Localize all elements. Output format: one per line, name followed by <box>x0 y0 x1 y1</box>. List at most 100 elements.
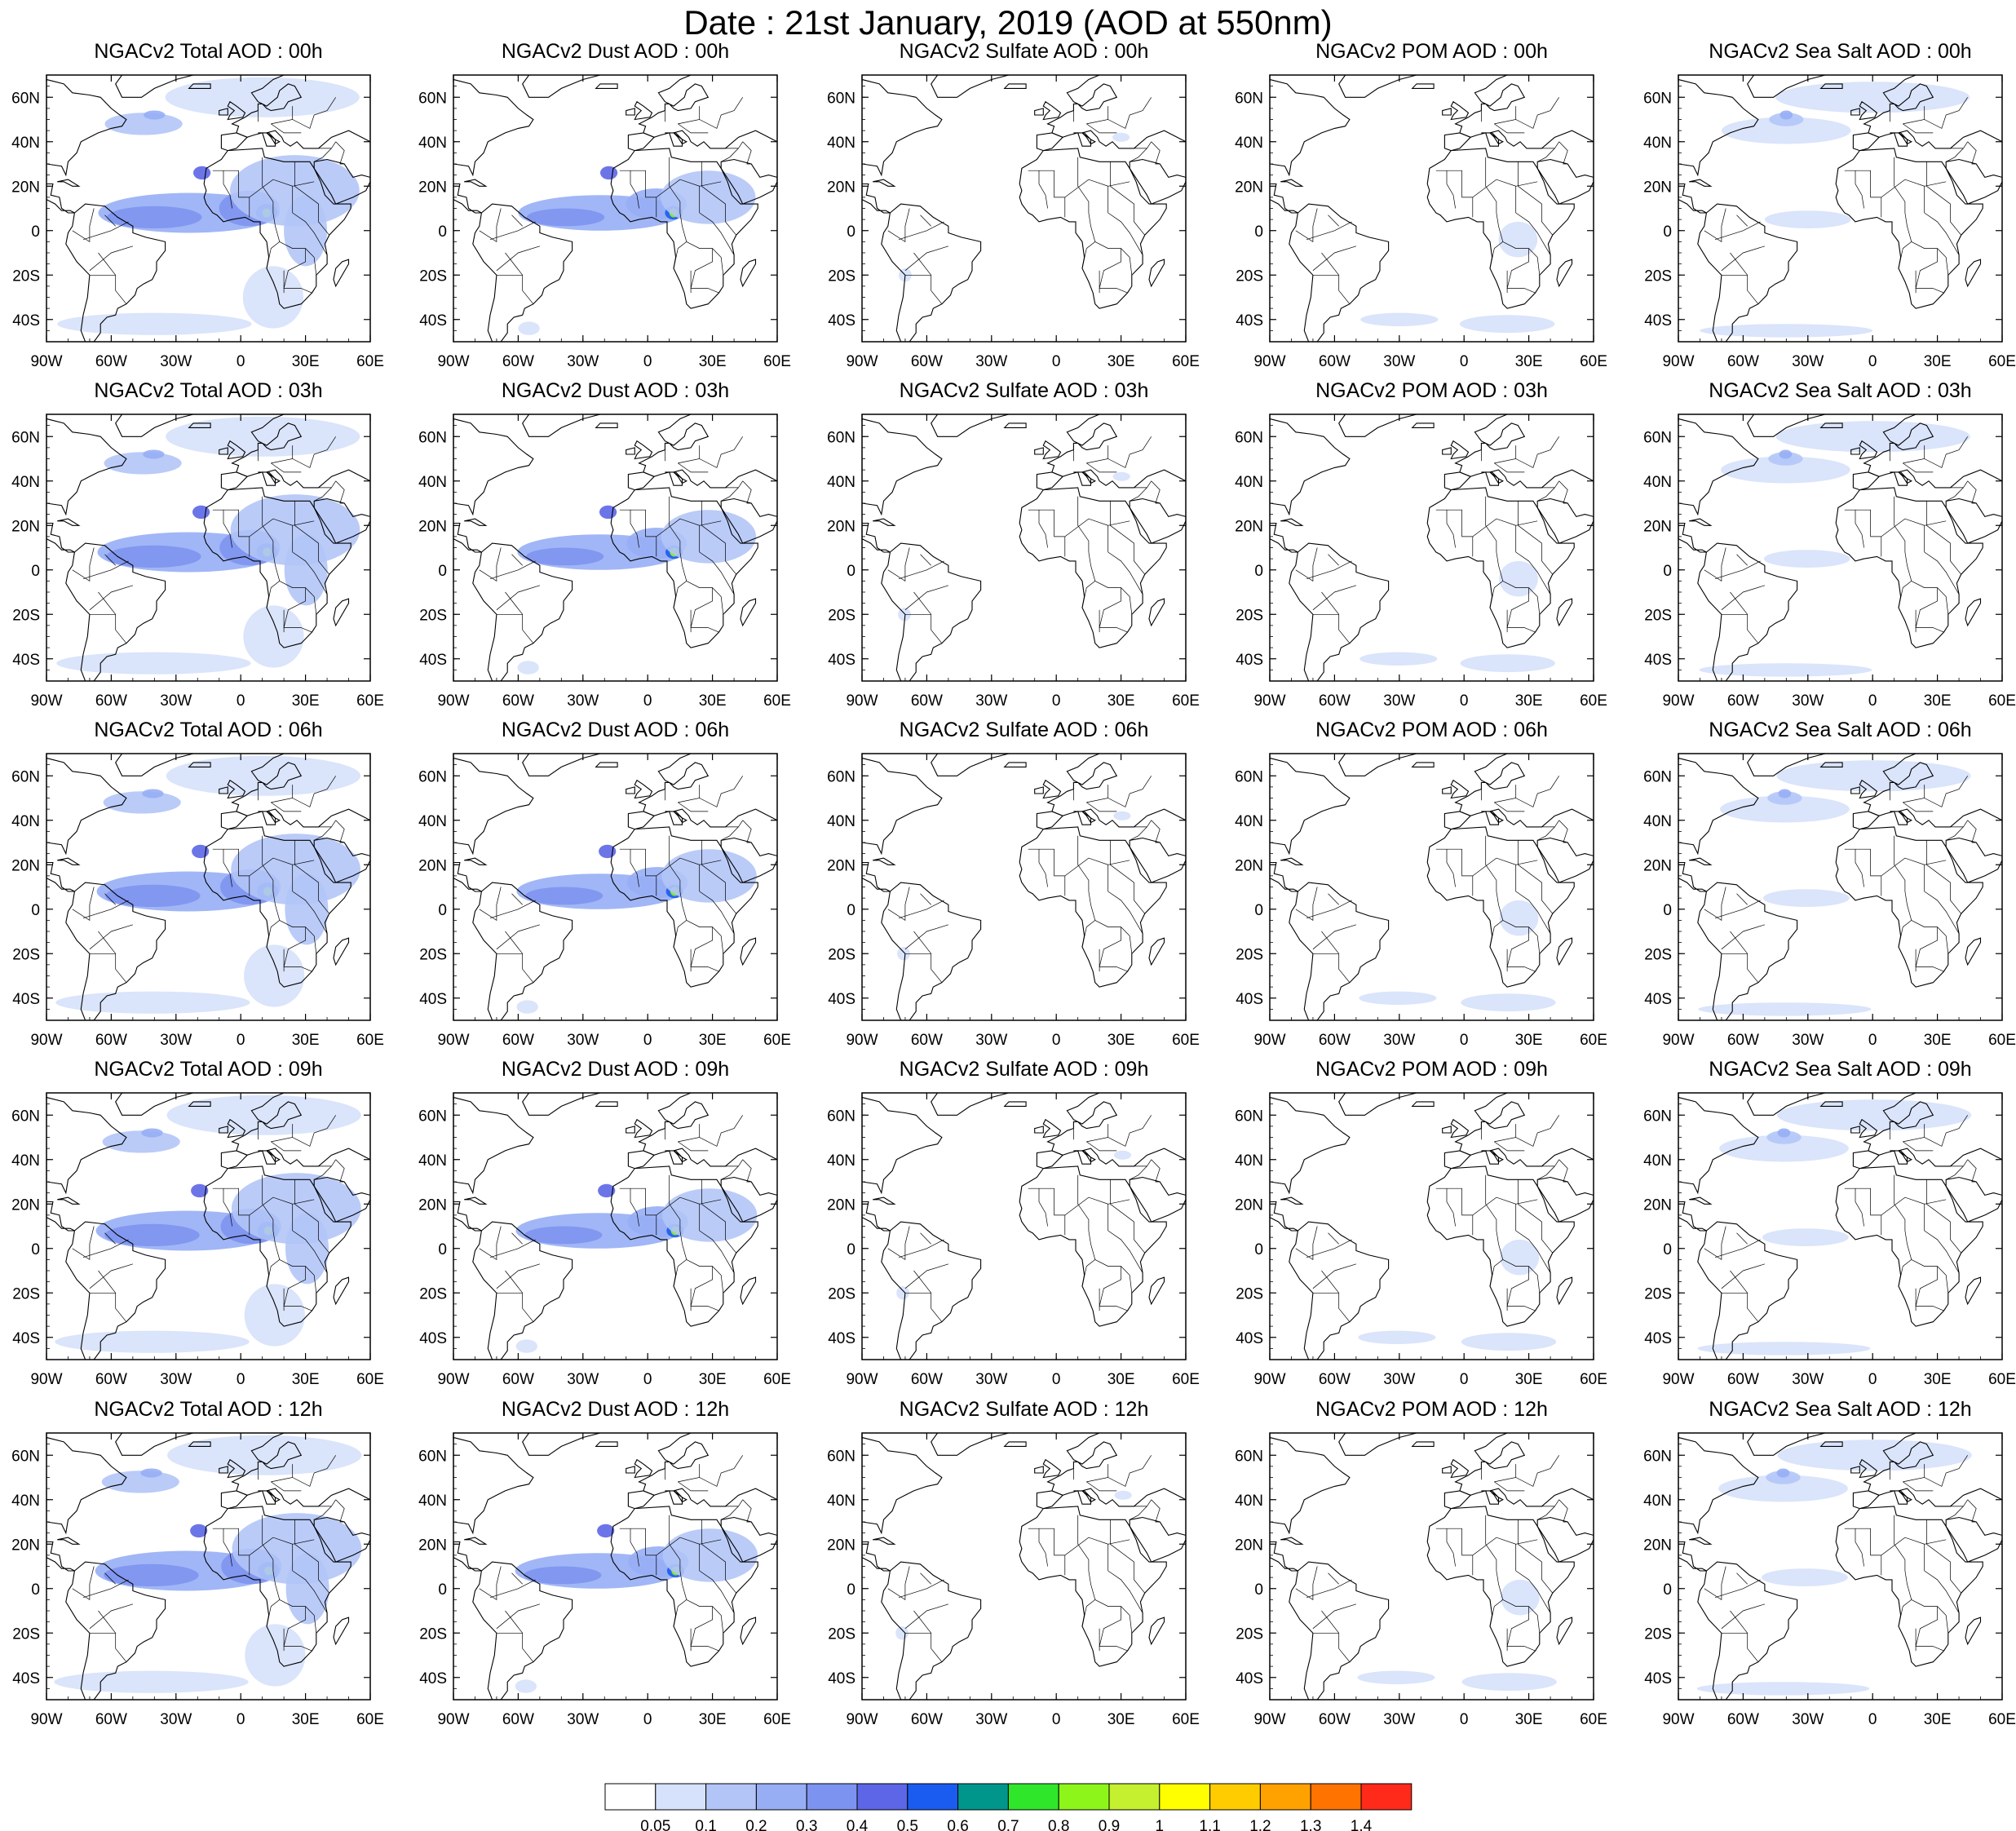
coastline-africa <box>203 148 351 309</box>
lon-tick-label: 0 <box>237 353 245 370</box>
coastline-madagascar <box>1148 259 1165 288</box>
lat-tick-label: 20S <box>828 1285 855 1302</box>
aod-shading <box>166 1095 361 1135</box>
map-plot: 90W 60W 30W 0 30E 60E 60N 40N 20N 0 20S 40S <box>418 74 791 370</box>
coastline-cuba <box>873 179 896 187</box>
lon-tick-label: 60W <box>502 1711 534 1728</box>
lon-tick-label: 60W <box>1727 1371 1759 1388</box>
country-border <box>1321 591 1339 615</box>
country-border <box>279 581 312 633</box>
country-border <box>742 141 752 165</box>
lat-tick-label: 20N <box>827 179 855 196</box>
coastline-greenland <box>1338 414 1417 437</box>
lat-tick-label: 40N <box>418 1152 447 1170</box>
lat-tick-label: 40S <box>419 652 447 669</box>
country-border <box>1967 1499 1977 1523</box>
country-border <box>89 1603 134 1630</box>
country-border <box>656 1196 701 1231</box>
coastline-europe <box>638 1433 777 1507</box>
colorbar-label: 0.9 <box>1099 1818 1120 1831</box>
coastline-europe <box>1454 414 1594 489</box>
aod-shading <box>245 1624 306 1687</box>
country-border <box>479 1566 502 1601</box>
country-border <box>699 520 722 526</box>
aod-shading <box>166 416 360 457</box>
coastline-cuba <box>1689 1537 1713 1545</box>
lat-tick-label: 0 <box>1663 902 1672 919</box>
country-border <box>505 252 523 276</box>
country-border <box>292 1539 315 1545</box>
aod-shading <box>1767 791 1802 805</box>
map-panel-total-03h: NGACv2 Total AOD : 03h 90W 60W 30W 0 30E 60E 60… <box>2 379 385 716</box>
country-border <box>1946 1506 1964 1520</box>
coastline-cuba <box>873 1196 896 1205</box>
country-border <box>1924 551 1960 595</box>
country-border <box>262 835 274 891</box>
country-border <box>1881 857 1925 891</box>
lon-tick-label: 0 <box>1868 1032 1877 1049</box>
country-border <box>1937 927 1949 954</box>
country-border <box>701 501 736 575</box>
country-border <box>1528 1266 1541 1294</box>
map-panel-sulfate-00h: NGACv2 Sulfate AOD : 00h 90W 60W 30W 0 30E 60E… <box>817 40 1200 377</box>
country-border <box>279 1599 312 1652</box>
coastline-madagascar <box>333 1276 350 1306</box>
country-border <box>82 560 129 580</box>
map-panel-pom-12h: NGACv2 POM AOD : 12h 90W 60W 30W 0 30E 60E 60N 4… <box>1225 1398 1608 1735</box>
country-border <box>1064 1537 1109 1571</box>
country-border <box>1911 1259 1944 1311</box>
lat-tick-label: 40S <box>12 1330 40 1347</box>
lat-tick-label: 60N <box>418 90 447 107</box>
aod-shading <box>1360 312 1439 326</box>
lat-tick-label: 0 <box>1254 223 1263 241</box>
coastline-italy <box>258 1490 281 1503</box>
coastline-iberia <box>627 471 656 491</box>
country-border <box>1950 141 1968 149</box>
lat-tick-label: 0 <box>1254 563 1263 580</box>
coastline-south-america <box>881 1221 982 1360</box>
lat-tick-label: 40N <box>11 1493 40 1510</box>
coastline-north-america <box>1678 78 1759 177</box>
panel-title: NGACv2 Total AOD : 03h <box>94 379 323 402</box>
country-border <box>1730 931 1748 954</box>
country-border <box>721 1165 739 1180</box>
country-border <box>1077 1515 1090 1571</box>
lon-tick-label: 30E <box>1107 1032 1135 1049</box>
coastline-cuba <box>1689 518 1713 526</box>
map-panel-sulfate-06h: NGACv2 Sulfate AOD : 06h 90W 60W 30W 0 30E 60E… <box>817 719 1200 1055</box>
map-panel-dust-00h: NGACv2 Dust AOD : 00h 90W 60W 30W 0 30E 60E 60N… <box>409 40 792 377</box>
coastline-ireland <box>1442 786 1452 794</box>
coastline-north-america <box>46 78 127 177</box>
country-border <box>1038 170 1048 209</box>
lat-tick-label: 20N <box>418 1537 447 1554</box>
aod-shading <box>1501 1579 1540 1616</box>
aod-shading <box>193 166 211 180</box>
country-border <box>1946 148 1964 162</box>
coastline-south-america <box>472 203 573 342</box>
aod-shading <box>191 1183 209 1198</box>
lat-tick-label: 60N <box>1643 1448 1672 1465</box>
lat-tick-label: 60N <box>1235 1448 1263 1465</box>
lon-tick-label: 90W <box>846 1032 878 1049</box>
country-border <box>1515 436 1559 468</box>
country-border <box>887 547 910 582</box>
lon-tick-label: 0 <box>643 692 652 710</box>
map-panel-seasalt-09h: NGACv2 Sea Salt AOD : 09h 90W 60W 30W 0 30E 60… <box>1634 1058 2016 1395</box>
country-border <box>1321 1610 1339 1634</box>
coastline-iceland <box>1819 1101 1843 1107</box>
coastline-ireland <box>219 1126 228 1134</box>
lon-tick-label: 60E <box>1172 353 1200 370</box>
country-border <box>1086 106 1109 125</box>
aod-shading <box>1775 82 1970 113</box>
country-border <box>271 462 302 473</box>
coastline-british-isles <box>227 1458 246 1479</box>
plot-frame <box>1269 1092 1594 1360</box>
country-border <box>505 1610 523 1634</box>
lon-tick-label: 0 <box>1052 353 1061 370</box>
country-border <box>271 1481 302 1492</box>
country-border <box>1881 518 1925 552</box>
country-border <box>1472 518 1517 552</box>
map-panel-total-00h: NGACv2 Total AOD : 00h 90W 60W 30W 0 30E 60E 60… <box>2 40 385 377</box>
country-border <box>1077 496 1090 552</box>
lat-tick-label: 40S <box>828 991 855 1008</box>
